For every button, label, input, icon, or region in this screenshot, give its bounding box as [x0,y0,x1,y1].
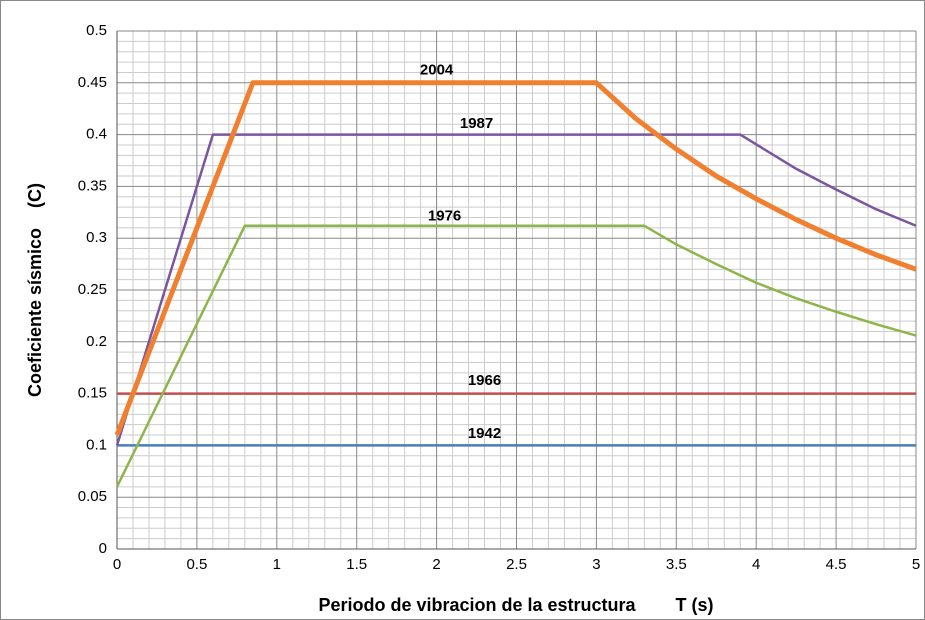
series-line [115,224,917,488]
x-tick-label: 4.5 [826,556,847,573]
y-tick-label: 0.3 [86,229,107,246]
y-tick-label: 0.45 [78,74,107,91]
x-tick-label: 0.5 [186,556,207,573]
y-tick-label: 0.1 [86,436,107,453]
series-label: 1966 [468,372,501,389]
x-tick-label: 1 [273,556,281,573]
y-tick-label: 0.4 [86,126,107,143]
x-tick-label: 0 [113,556,121,573]
x-tick-label: 2 [432,556,440,573]
y-tick-label: 0.05 [78,488,107,505]
x-tick-label: 5 [912,556,920,573]
y-tick-label: 0 [99,540,107,557]
y-axis-label: Coeficiente sísmico (C) [25,183,45,397]
series-line [114,80,917,436]
x-tick-label: 4 [752,556,760,573]
y-tick-label: 0.25 [78,281,107,298]
x-tick-label: 3 [592,556,600,573]
series-label: 1987 [460,115,493,132]
y-tick-label: 0.5 [86,22,107,39]
series-label: 2004 [420,61,454,78]
x-tick-label: 1.5 [346,556,367,573]
x-axis-label: Periodo de vibracion de la estructura T … [318,595,713,615]
x-tick-label: 2.5 [506,556,527,573]
series-label: 1942 [468,425,501,442]
y-tick-label: 0.35 [78,177,107,194]
y-tick-label: 0.15 [78,385,107,402]
y-tick-label: 0.2 [86,333,107,350]
series-label: 1976 [428,207,461,224]
x-tick-label: 3.5 [666,556,687,573]
series-line [115,133,917,446]
